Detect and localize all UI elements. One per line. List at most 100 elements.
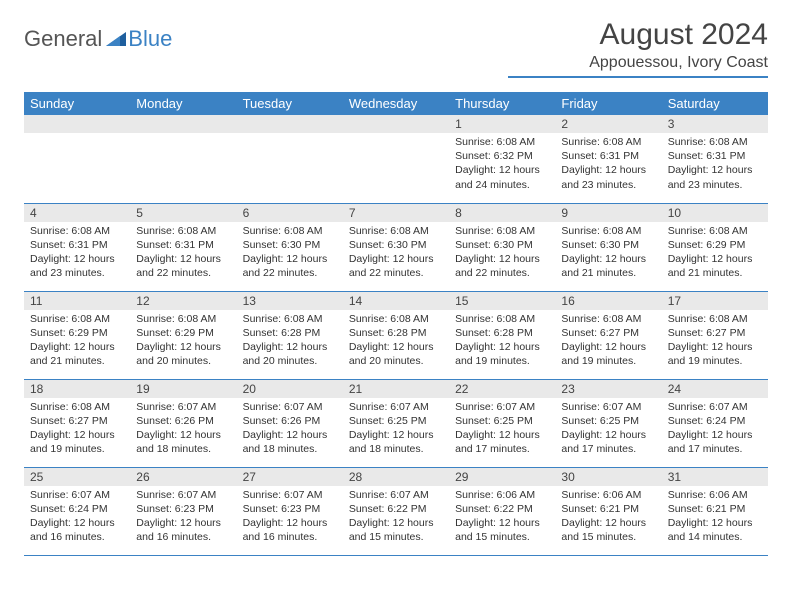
calendar-week-row: 1Sunrise: 6:08 AMSunset: 6:32 PMDaylight… <box>24 115 768 203</box>
day-number: 22 <box>449 380 555 398</box>
day-details: Sunrise: 6:07 AMSunset: 6:23 PMDaylight:… <box>237 486 343 549</box>
day-header: Saturday <box>662 92 768 115</box>
sunrise-text: Sunrise: 6:08 AM <box>349 312 443 326</box>
sunrise-text: Sunrise: 6:07 AM <box>561 400 655 414</box>
logo-text-blue: Blue <box>128 26 172 52</box>
calendar-cell: 10Sunrise: 6:08 AMSunset: 6:29 PMDayligh… <box>662 203 768 291</box>
day-number: 29 <box>449 468 555 486</box>
sunset-text: Sunset: 6:27 PM <box>668 326 762 340</box>
daylight-text: Daylight: 12 hours and 22 minutes. <box>455 252 549 280</box>
calendar-cell: 2Sunrise: 6:08 AMSunset: 6:31 PMDaylight… <box>555 115 661 203</box>
day-number: 1 <box>449 115 555 133</box>
sunrise-text: Sunrise: 6:07 AM <box>243 488 337 502</box>
calendar-cell: 26Sunrise: 6:07 AMSunset: 6:23 PMDayligh… <box>130 467 236 555</box>
day-number: 30 <box>555 468 661 486</box>
calendar-cell: 5Sunrise: 6:08 AMSunset: 6:31 PMDaylight… <box>130 203 236 291</box>
sunset-text: Sunset: 6:23 PM <box>243 502 337 516</box>
day-details: Sunrise: 6:07 AMSunset: 6:24 PMDaylight:… <box>24 486 130 549</box>
day-number: 3 <box>662 115 768 133</box>
daylight-text: Daylight: 12 hours and 18 minutes. <box>349 428 443 456</box>
sunset-text: Sunset: 6:22 PM <box>455 502 549 516</box>
sunrise-text: Sunrise: 6:07 AM <box>455 400 549 414</box>
sunset-text: Sunset: 6:28 PM <box>349 326 443 340</box>
calendar-cell: 3Sunrise: 6:08 AMSunset: 6:31 PMDaylight… <box>662 115 768 203</box>
day-details: Sunrise: 6:08 AMSunset: 6:29 PMDaylight:… <box>130 310 236 373</box>
day-details: Sunrise: 6:08 AMSunset: 6:28 PMDaylight:… <box>343 310 449 373</box>
day-details: Sunrise: 6:08 AMSunset: 6:30 PMDaylight:… <box>237 222 343 285</box>
daylight-text: Daylight: 12 hours and 19 minutes. <box>668 340 762 368</box>
day-header: Tuesday <box>237 92 343 115</box>
sunrise-text: Sunrise: 6:08 AM <box>243 312 337 326</box>
sunrise-text: Sunrise: 6:07 AM <box>349 400 443 414</box>
sunset-text: Sunset: 6:31 PM <box>136 238 230 252</box>
sunset-text: Sunset: 6:28 PM <box>455 326 549 340</box>
calendar-cell: 4Sunrise: 6:08 AMSunset: 6:31 PMDaylight… <box>24 203 130 291</box>
logo-text-general: General <box>24 26 102 52</box>
day-details: Sunrise: 6:08 AMSunset: 6:32 PMDaylight:… <box>449 133 555 196</box>
daylight-text: Daylight: 12 hours and 22 minutes. <box>349 252 443 280</box>
calendar-cell: 31Sunrise: 6:06 AMSunset: 6:21 PMDayligh… <box>662 467 768 555</box>
calendar-cell: 23Sunrise: 6:07 AMSunset: 6:25 PMDayligh… <box>555 379 661 467</box>
daylight-text: Daylight: 12 hours and 20 minutes. <box>136 340 230 368</box>
day-number: 16 <box>555 292 661 310</box>
sunset-text: Sunset: 6:24 PM <box>30 502 124 516</box>
sunset-text: Sunset: 6:25 PM <box>455 414 549 428</box>
sunrise-text: Sunrise: 6:07 AM <box>136 488 230 502</box>
sunrise-text: Sunrise: 6:08 AM <box>455 224 549 238</box>
location-label: Appouessou, Ivory Coast <box>508 54 768 78</box>
calendar-cell: 12Sunrise: 6:08 AMSunset: 6:29 PMDayligh… <box>130 291 236 379</box>
daylight-text: Daylight: 12 hours and 15 minutes. <box>455 516 549 544</box>
day-details: Sunrise: 6:08 AMSunset: 6:30 PMDaylight:… <box>343 222 449 285</box>
day-number: 26 <box>130 468 236 486</box>
day-number: 14 <box>343 292 449 310</box>
header: General Blue August 2024 Appouessou, Ivo… <box>24 18 768 78</box>
day-number: 21 <box>343 380 449 398</box>
daylight-text: Daylight: 12 hours and 22 minutes. <box>136 252 230 280</box>
day-details: Sunrise: 6:08 AMSunset: 6:31 PMDaylight:… <box>24 222 130 285</box>
day-number <box>24 115 130 133</box>
sunrise-text: Sunrise: 6:07 AM <box>30 488 124 502</box>
sunrise-text: Sunrise: 6:08 AM <box>455 135 549 149</box>
calendar-body: 1Sunrise: 6:08 AMSunset: 6:32 PMDaylight… <box>24 115 768 555</box>
sunset-text: Sunset: 6:30 PM <box>349 238 443 252</box>
day-details: Sunrise: 6:08 AMSunset: 6:31 PMDaylight:… <box>130 222 236 285</box>
day-details: Sunrise: 6:08 AMSunset: 6:27 PMDaylight:… <box>662 310 768 373</box>
day-details: Sunrise: 6:08 AMSunset: 6:30 PMDaylight:… <box>555 222 661 285</box>
day-details: Sunrise: 6:08 AMSunset: 6:27 PMDaylight:… <box>24 398 130 461</box>
sunrise-text: Sunrise: 6:08 AM <box>136 224 230 238</box>
day-number: 9 <box>555 204 661 222</box>
day-number: 28 <box>343 468 449 486</box>
day-details: Sunrise: 6:07 AMSunset: 6:24 PMDaylight:… <box>662 398 768 461</box>
sunrise-text: Sunrise: 6:06 AM <box>668 488 762 502</box>
sunset-text: Sunset: 6:25 PM <box>349 414 443 428</box>
sunset-text: Sunset: 6:23 PM <box>136 502 230 516</box>
day-number: 25 <box>24 468 130 486</box>
daylight-text: Daylight: 12 hours and 18 minutes. <box>243 428 337 456</box>
calendar-week-row: 4Sunrise: 6:08 AMSunset: 6:31 PMDaylight… <box>24 203 768 291</box>
day-details: Sunrise: 6:07 AMSunset: 6:26 PMDaylight:… <box>130 398 236 461</box>
sunset-text: Sunset: 6:22 PM <box>349 502 443 516</box>
calendar-cell: 27Sunrise: 6:07 AMSunset: 6:23 PMDayligh… <box>237 467 343 555</box>
day-details: Sunrise: 6:08 AMSunset: 6:27 PMDaylight:… <box>555 310 661 373</box>
day-number: 8 <box>449 204 555 222</box>
day-number: 2 <box>555 115 661 133</box>
daylight-text: Daylight: 12 hours and 19 minutes. <box>561 340 655 368</box>
sunrise-text: Sunrise: 6:08 AM <box>455 312 549 326</box>
calendar-cell: 7Sunrise: 6:08 AMSunset: 6:30 PMDaylight… <box>343 203 449 291</box>
sunrise-text: Sunrise: 6:08 AM <box>30 400 124 414</box>
calendar-cell: 13Sunrise: 6:08 AMSunset: 6:28 PMDayligh… <box>237 291 343 379</box>
day-number <box>237 115 343 133</box>
day-number: 6 <box>237 204 343 222</box>
day-number: 15 <box>449 292 555 310</box>
calendar-cell: 16Sunrise: 6:08 AMSunset: 6:27 PMDayligh… <box>555 291 661 379</box>
day-number <box>130 115 236 133</box>
calendar-cell: 8Sunrise: 6:08 AMSunset: 6:30 PMDaylight… <box>449 203 555 291</box>
title-block: August 2024 Appouessou, Ivory Coast <box>508 18 768 78</box>
daylight-text: Daylight: 12 hours and 17 minutes. <box>668 428 762 456</box>
sunrise-text: Sunrise: 6:08 AM <box>30 312 124 326</box>
day-details: Sunrise: 6:07 AMSunset: 6:22 PMDaylight:… <box>343 486 449 549</box>
day-details: Sunrise: 6:08 AMSunset: 6:28 PMDaylight:… <box>449 310 555 373</box>
sunset-text: Sunset: 6:30 PM <box>561 238 655 252</box>
calendar-week-row: 25Sunrise: 6:07 AMSunset: 6:24 PMDayligh… <box>24 467 768 555</box>
sunrise-text: Sunrise: 6:07 AM <box>668 400 762 414</box>
